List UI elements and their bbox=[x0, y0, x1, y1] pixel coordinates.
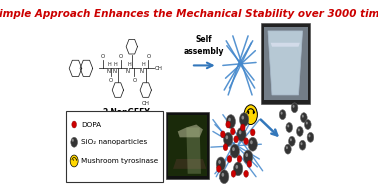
Text: Self
assembly: Self assembly bbox=[184, 35, 225, 56]
Circle shape bbox=[72, 121, 76, 128]
Circle shape bbox=[220, 170, 229, 184]
Circle shape bbox=[250, 140, 253, 144]
Circle shape bbox=[234, 136, 239, 143]
Circle shape bbox=[216, 157, 226, 171]
Circle shape bbox=[288, 136, 295, 146]
Polygon shape bbox=[178, 124, 203, 137]
Circle shape bbox=[231, 170, 236, 177]
Circle shape bbox=[240, 124, 245, 131]
Circle shape bbox=[244, 105, 257, 124]
Circle shape bbox=[244, 138, 248, 145]
Circle shape bbox=[242, 116, 244, 120]
Circle shape bbox=[286, 146, 288, 149]
Circle shape bbox=[307, 132, 314, 142]
Circle shape bbox=[245, 153, 248, 157]
Circle shape bbox=[220, 131, 225, 138]
Circle shape bbox=[226, 121, 231, 128]
Circle shape bbox=[237, 155, 242, 162]
Text: N: N bbox=[126, 69, 130, 74]
Circle shape bbox=[250, 129, 255, 136]
Circle shape bbox=[301, 113, 307, 123]
Text: OH: OH bbox=[154, 66, 162, 71]
Text: A Simple Approach Enhances the Mechanical Stability over 3000 times!: A Simple Approach Enhances the Mechanica… bbox=[0, 9, 378, 19]
Circle shape bbox=[71, 137, 77, 147]
Circle shape bbox=[226, 135, 228, 139]
FancyBboxPatch shape bbox=[65, 111, 163, 182]
Circle shape bbox=[298, 129, 300, 132]
Circle shape bbox=[291, 103, 298, 113]
Circle shape bbox=[239, 130, 242, 134]
Circle shape bbox=[286, 123, 293, 132]
Circle shape bbox=[230, 144, 239, 158]
Circle shape bbox=[293, 105, 294, 108]
Circle shape bbox=[235, 165, 238, 169]
Circle shape bbox=[244, 170, 248, 177]
Circle shape bbox=[299, 140, 306, 150]
Circle shape bbox=[226, 115, 235, 129]
Polygon shape bbox=[186, 127, 201, 174]
Polygon shape bbox=[173, 159, 206, 169]
Text: N: N bbox=[113, 69, 117, 74]
Text: Mushroom tyrosinase: Mushroom tyrosinase bbox=[81, 158, 158, 164]
Circle shape bbox=[305, 120, 311, 129]
FancyBboxPatch shape bbox=[169, 115, 207, 176]
Text: H: H bbox=[114, 62, 118, 67]
Circle shape bbox=[237, 127, 246, 141]
Text: 2-NapGFFY: 2-NapGFFY bbox=[103, 108, 150, 117]
Circle shape bbox=[227, 155, 232, 162]
Circle shape bbox=[217, 165, 221, 172]
Circle shape bbox=[248, 137, 257, 151]
Circle shape bbox=[228, 118, 231, 122]
Circle shape bbox=[308, 134, 310, 137]
Text: O: O bbox=[118, 54, 123, 59]
Circle shape bbox=[280, 112, 283, 115]
Circle shape bbox=[301, 142, 302, 145]
Text: DOPA: DOPA bbox=[81, 121, 101, 128]
Text: H: H bbox=[141, 62, 145, 67]
Text: O: O bbox=[109, 78, 113, 83]
Text: O: O bbox=[132, 78, 136, 83]
Circle shape bbox=[306, 122, 308, 124]
Circle shape bbox=[72, 139, 74, 142]
Circle shape bbox=[302, 115, 304, 118]
Text: H: H bbox=[127, 62, 131, 67]
FancyBboxPatch shape bbox=[166, 112, 209, 179]
Circle shape bbox=[70, 155, 78, 167]
Circle shape bbox=[287, 124, 289, 127]
FancyBboxPatch shape bbox=[261, 23, 310, 104]
Text: SiO₂ nanoparticles: SiO₂ nanoparticles bbox=[81, 139, 147, 145]
Circle shape bbox=[285, 144, 291, 154]
Polygon shape bbox=[268, 31, 302, 95]
Circle shape bbox=[231, 128, 235, 135]
Circle shape bbox=[234, 162, 243, 176]
Text: OH: OH bbox=[142, 101, 150, 106]
Circle shape bbox=[290, 138, 292, 141]
Polygon shape bbox=[271, 43, 300, 47]
Circle shape bbox=[232, 147, 235, 151]
Circle shape bbox=[296, 126, 303, 136]
Circle shape bbox=[239, 113, 249, 126]
Circle shape bbox=[247, 161, 252, 167]
FancyBboxPatch shape bbox=[264, 27, 308, 100]
Text: O: O bbox=[101, 54, 105, 59]
Circle shape bbox=[222, 173, 224, 177]
Circle shape bbox=[279, 110, 286, 120]
Circle shape bbox=[223, 144, 228, 151]
Text: O: O bbox=[146, 54, 150, 59]
Circle shape bbox=[218, 160, 221, 164]
Circle shape bbox=[223, 132, 233, 146]
Text: N: N bbox=[107, 69, 111, 74]
Text: N: N bbox=[140, 69, 144, 74]
Text: H: H bbox=[108, 62, 112, 67]
Circle shape bbox=[243, 150, 253, 164]
